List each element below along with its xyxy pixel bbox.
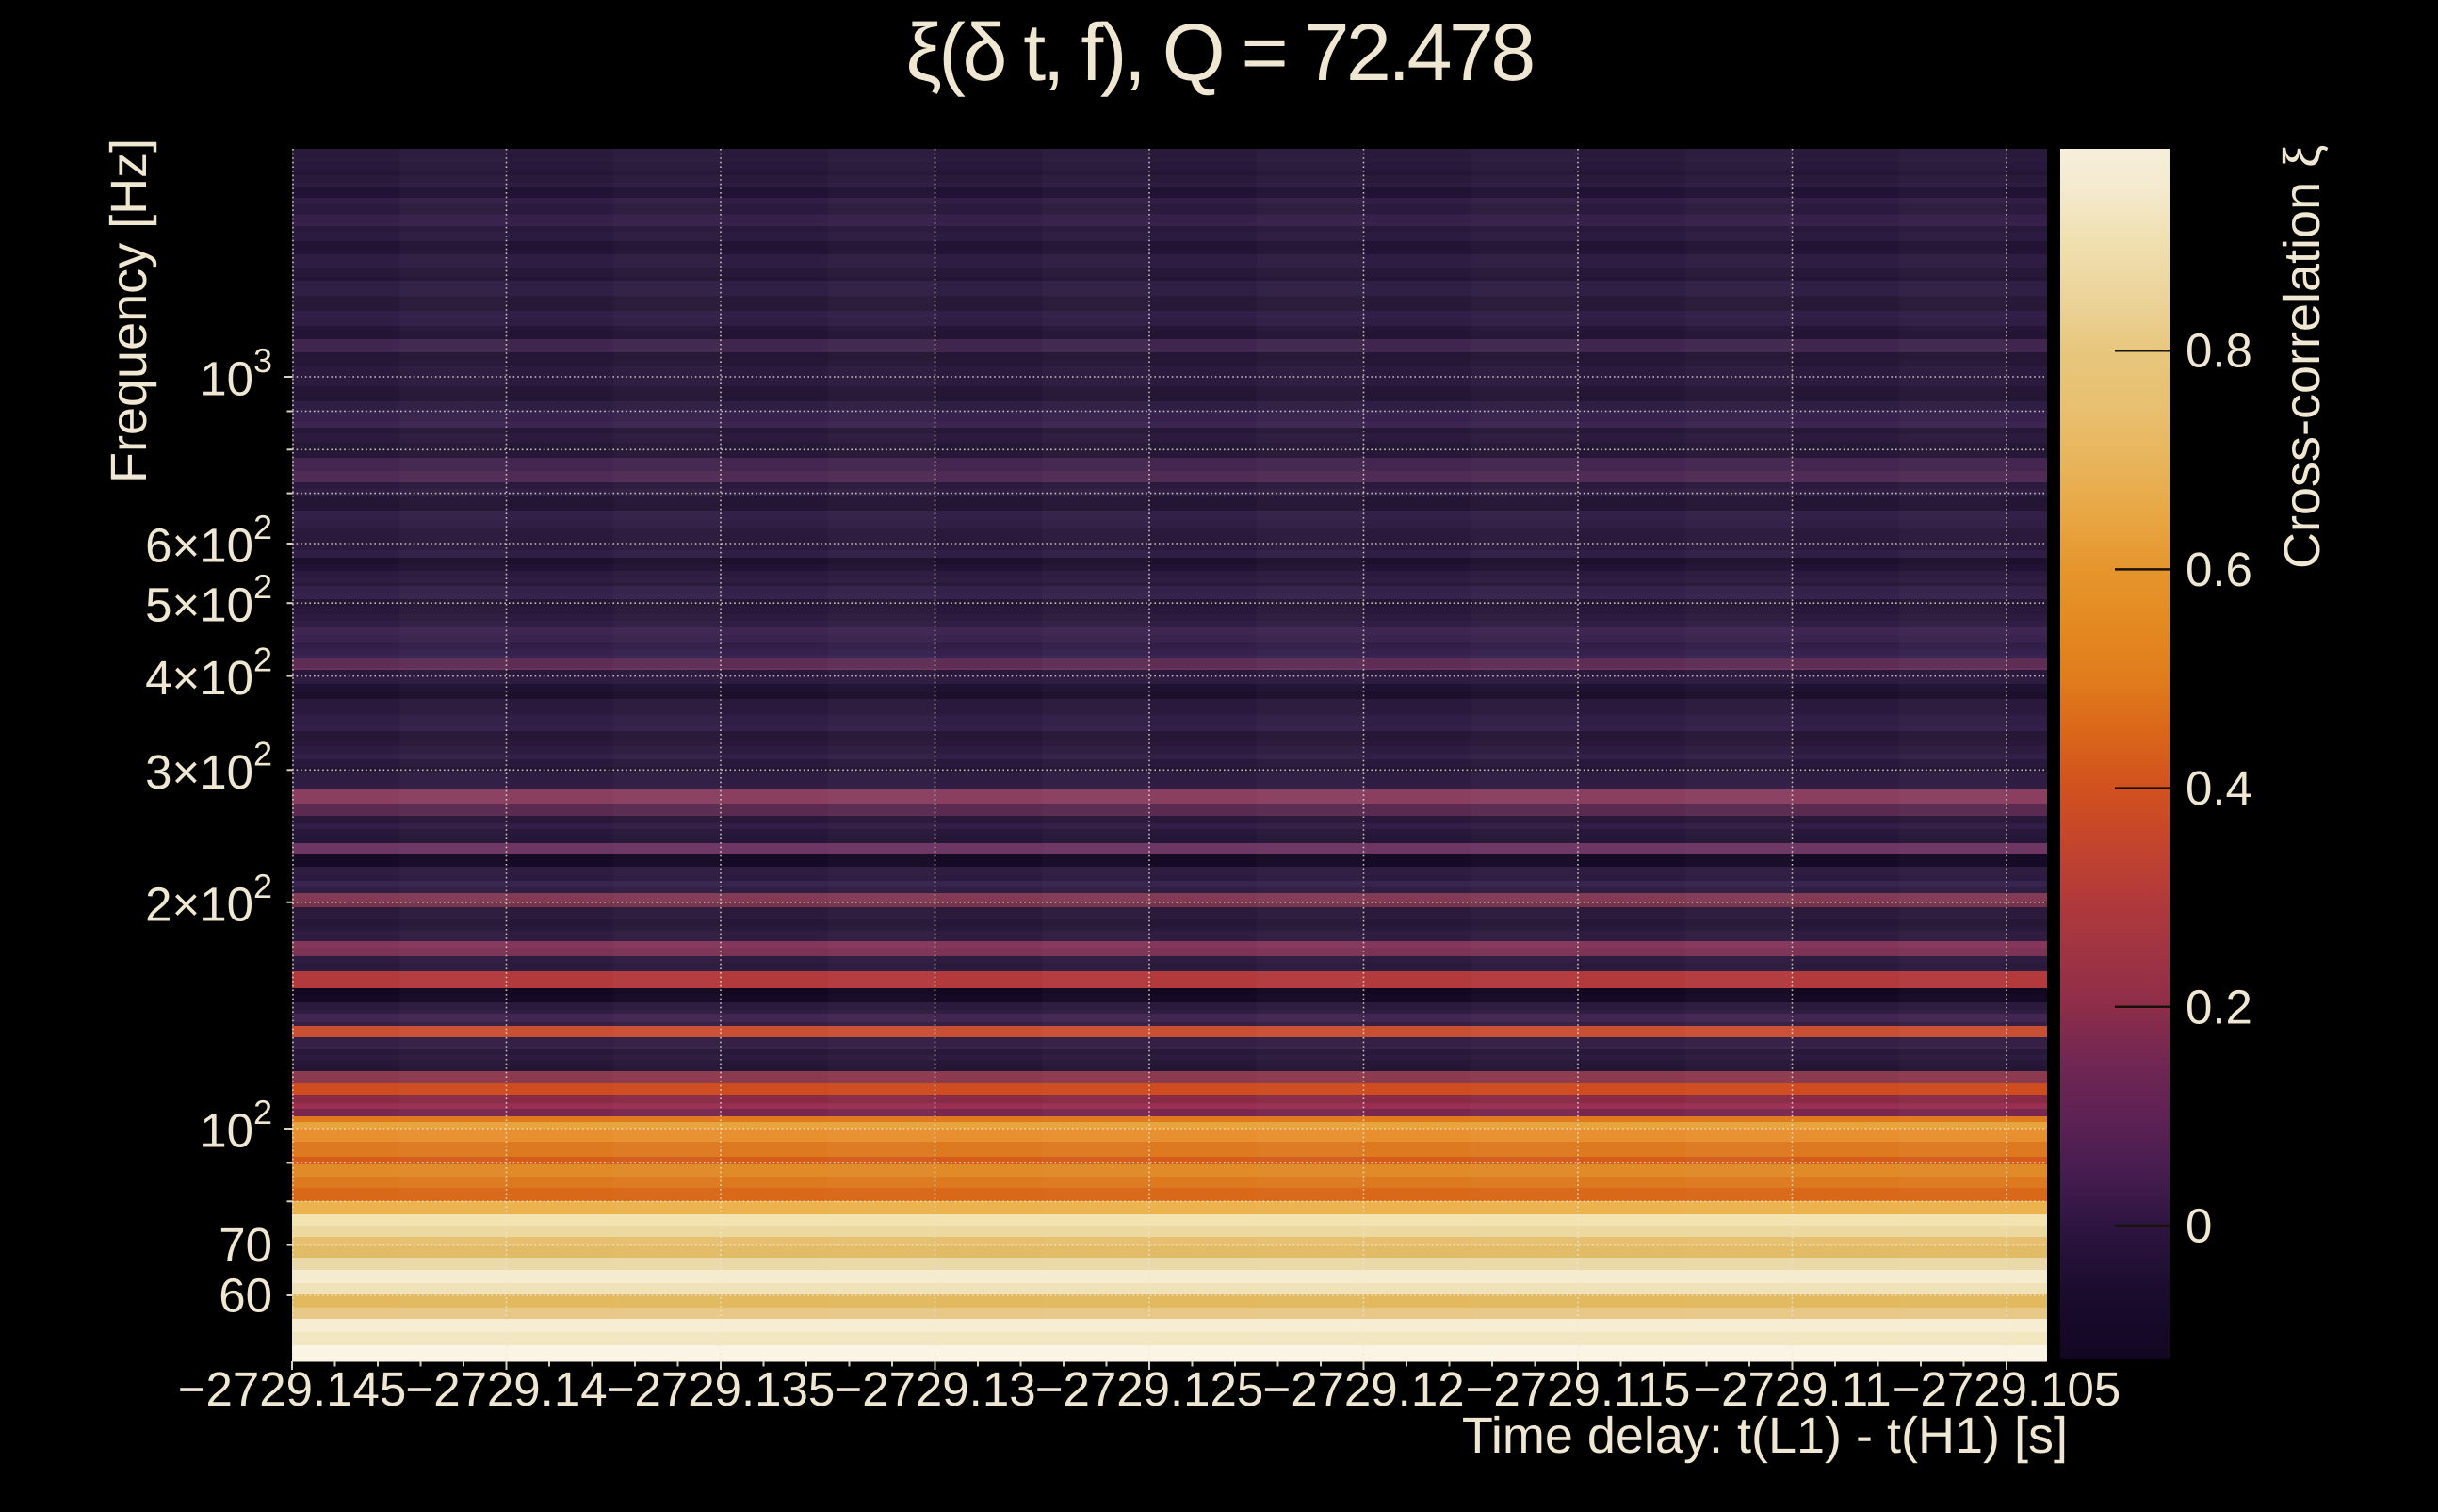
svg-text:0.2: 0.2 — [2186, 980, 2252, 1033]
svg-text:ξ(δ t, f), Q = 72.478: ξ(δ t, f), Q = 72.478 — [905, 8, 1533, 98]
svg-text:Frequency [Hz]: Frequency [Hz] — [101, 138, 157, 483]
svg-text:Cross-correlation ξ: Cross-correlation ξ — [2274, 145, 2331, 569]
svg-text:−2729.135: −2729.135 — [607, 1362, 836, 1416]
svg-text:0: 0 — [2186, 1199, 2212, 1253]
svg-text:0.8: 0.8 — [2186, 324, 2252, 378]
svg-text:−2729.12: −2729.12 — [1262, 1362, 1464, 1416]
svg-text:0.4: 0.4 — [2186, 761, 2252, 815]
svg-text:−2729.145: −2729.145 — [178, 1362, 407, 1416]
svg-text:60: 60 — [219, 1269, 272, 1323]
svg-text:−2729.14: −2729.14 — [405, 1362, 607, 1416]
svg-text:0.6: 0.6 — [2186, 543, 2252, 596]
svg-text:Time delay: t(L1) - t(H1) [s]: Time delay: t(L1) - t(H1) [s] — [1462, 1407, 2068, 1464]
svg-text:−2729.125: −2729.125 — [1035, 1362, 1264, 1416]
svg-text:−2729.13: −2729.13 — [834, 1362, 1035, 1416]
svg-text:70: 70 — [219, 1218, 272, 1272]
